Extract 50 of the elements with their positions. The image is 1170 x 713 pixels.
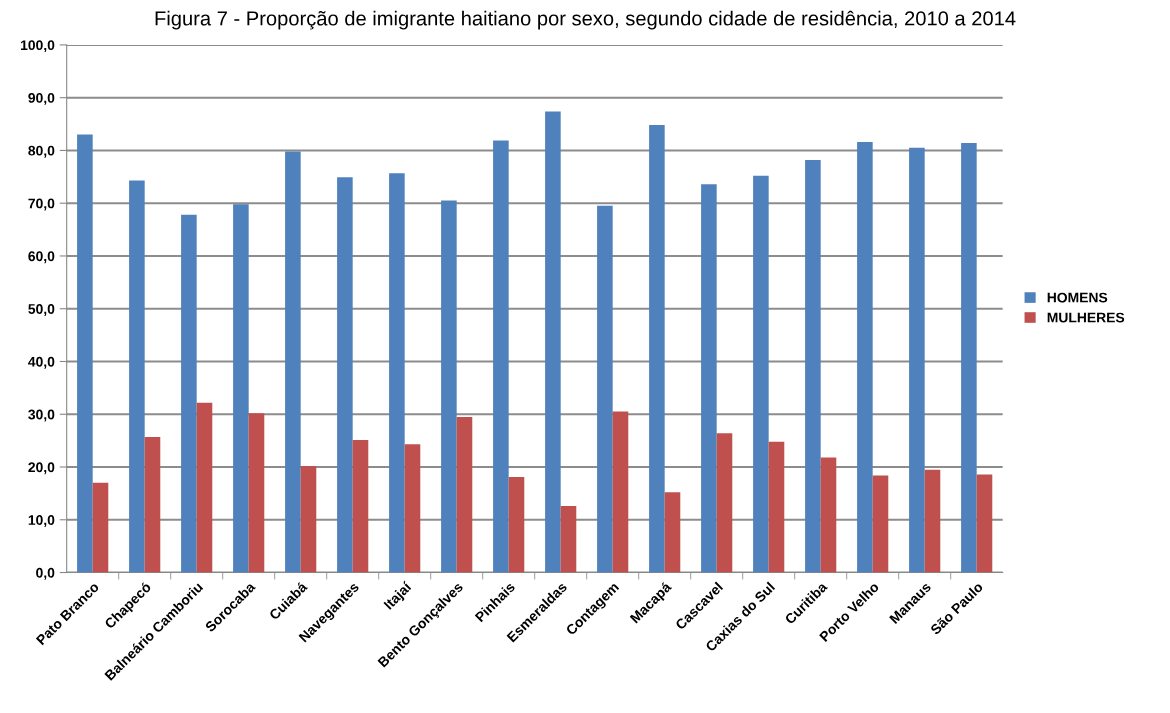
bar [248,413,265,573]
y-tick-label: 50,0 [28,304,55,316]
bar [768,441,785,573]
bar [493,140,509,573]
y-tick-label: 70,0 [28,198,55,211]
bar [664,492,681,573]
y-tick-label: 40,0 [28,356,55,369]
bar [77,134,93,573]
y-tick-label: 90,0 [28,93,55,105]
bar [805,159,821,573]
bar [196,402,213,573]
bar [352,440,369,573]
bar [456,416,473,573]
bar [144,436,161,573]
bar [404,444,421,573]
bar [820,457,837,573]
chart-title: Figura 7 - Proporção de imigrante haitiano por sexo, segundo cidade de residência, 2010 a 2014 [155,10,1016,30]
bar [560,506,577,573]
bar [716,433,733,573]
bar [909,147,925,573]
y-tick-label: 100,0 [21,40,55,53]
y-tick-label: 20,0 [28,462,55,475]
y-tick-label: 0,0 [36,567,55,580]
bar [976,474,993,573]
bar [545,111,561,573]
bar [92,482,109,573]
bar [181,214,197,573]
bar [389,173,405,573]
bar [597,205,613,573]
y-tick-label: 80,0 [28,145,55,158]
bar [612,411,629,573]
legend-label: HOMENS [1047,292,1108,303]
bar [857,142,873,573]
bar [753,175,769,573]
bar [233,204,249,573]
bar [300,465,317,573]
y-tick-label: 10,0 [28,515,55,527]
bar [129,180,145,573]
bar [441,200,457,573]
bar [508,477,525,573]
y-tick-label: 30,0 [28,409,55,422]
legend-label: MULHERES [1047,312,1125,323]
bar [649,125,665,573]
bar [701,184,717,573]
bar [285,151,301,573]
bar [872,475,889,573]
bar [337,177,353,573]
bar [924,469,941,573]
y-tick-label: 60,0 [28,251,55,264]
bar [961,143,977,573]
